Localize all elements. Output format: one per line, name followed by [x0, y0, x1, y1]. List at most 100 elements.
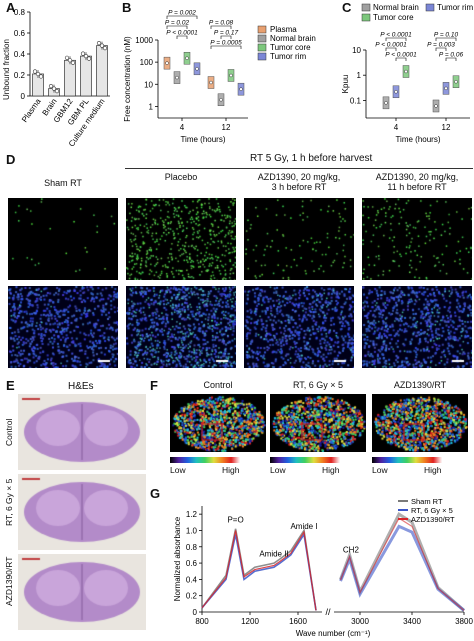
b-legend-label: Tumor rim: [270, 52, 306, 61]
g-xtick-label: 3400: [403, 617, 421, 626]
a-point: [39, 75, 43, 79]
g-ytick-label: 0: [193, 608, 198, 617]
a-bar: [97, 46, 108, 96]
panel-f-heatmap-image: [170, 394, 266, 452]
a-point: [84, 54, 88, 58]
panel-f-colorbar: [270, 457, 340, 463]
panel-f-heatmap-image: [270, 394, 366, 452]
panel-e-section-image: [18, 554, 146, 630]
g-ylabel: Normalized absorbance: [173, 516, 182, 601]
panel-f-heatmap-image: [372, 394, 468, 452]
b-legend-label: Tumor core: [270, 43, 311, 52]
a-ytick-label: 0.6: [14, 29, 26, 38]
panel-e-row-label: RT, 6 Gy × 5: [4, 479, 14, 526]
g-series-line: [202, 535, 316, 611]
panel-f-low-label: Low: [372, 465, 388, 475]
b-pvalue: P = 0.0005: [210, 40, 242, 47]
g-legend-label: Sham RT: [411, 497, 443, 506]
b-legend-swatch: [258, 53, 266, 60]
b-point: [220, 98, 223, 101]
a-ytick-label: 0.4: [14, 50, 26, 59]
c-pvalue: P < 0.0001: [380, 32, 412, 39]
g-series-line: [341, 526, 465, 610]
c-ytick-label: 1: [357, 71, 362, 80]
panel-d-label: D: [6, 152, 15, 167]
panel-f-column-label: AZD1390/RT: [372, 380, 468, 390]
b-ytick-label: 1000: [135, 36, 153, 45]
c-xtick-label: 4: [394, 123, 399, 132]
panel-b-chart: 1101001000Free concentration (nM)4 12Time…: [120, 0, 350, 150]
g-ytick-label: 1.0: [186, 526, 198, 535]
panel-f-low-label: Low: [270, 465, 286, 475]
panel-e-section-image: [18, 394, 146, 470]
c-pvalue: P < 0.0001: [385, 52, 417, 59]
a-point: [68, 59, 72, 63]
panel-d-green-image: [244, 198, 354, 280]
panel-f-low-label: Low: [170, 465, 186, 475]
c-point: [405, 70, 408, 73]
g-xtick-label: 3000: [351, 617, 369, 626]
c-legend-swatch: [362, 4, 370, 11]
panel-d-merged-image: [244, 286, 354, 368]
a-ytick-label: 0: [21, 92, 26, 101]
c-xlabel: Time (hours): [395, 135, 440, 144]
g-annotation: Amide I: [290, 522, 317, 531]
c-point: [455, 80, 458, 83]
panel-e-section-image: [18, 474, 146, 550]
c-legend-label: Tumor rim: [437, 3, 473, 12]
panel-d-green-image: [362, 198, 472, 280]
c-legend-label: Tumor core: [373, 13, 414, 22]
c-ylabel: Kpuu: [341, 75, 350, 94]
b-xtick-label: 4: [180, 123, 185, 132]
b-legend-label: Plasma: [270, 25, 297, 34]
c-point: [445, 87, 448, 90]
b-pvalue: P < 0.0001: [166, 30, 198, 37]
b-legend-swatch: [258, 35, 266, 42]
a-point: [81, 52, 85, 56]
a-bar: [65, 60, 76, 96]
panel-f-column-label: Control: [170, 380, 266, 390]
g-annotation: P=O: [227, 515, 243, 524]
a-point: [97, 41, 101, 45]
g-annotation: CH2: [343, 545, 360, 554]
b-pvalue: P = 0.17: [214, 30, 239, 37]
panel-e-row-label: AZD1390/RT: [4, 557, 14, 606]
b-ytick-label: 1: [149, 102, 154, 111]
c-pvalue: P = 0.10: [434, 32, 459, 39]
g-xtick-label: 1200: [241, 617, 259, 626]
a-point: [103, 46, 107, 50]
a-point: [33, 70, 37, 74]
panel-d-column-label: Placebo: [126, 172, 236, 182]
c-pvalue: P < 0.0001: [375, 42, 407, 49]
panel-d-header-line: [125, 168, 473, 169]
g-ytick-label: 0.2: [186, 592, 198, 601]
c-pvalue: P = 0.003: [427, 42, 455, 49]
g-xtick-label: 3800: [455, 617, 473, 626]
g-ytick-label: 0.4: [186, 575, 198, 584]
panel-f-high-label: High: [322, 465, 339, 475]
panel-f-column-label: RT, 6 Gy × 5: [270, 380, 366, 390]
b-xtick-label: 12: [222, 123, 231, 132]
panel-d-column-label: Sham RT: [8, 178, 118, 188]
g-xtick-label: 1600: [289, 617, 307, 626]
g-xtick-label: 800: [195, 617, 209, 626]
panel-e-row-label: Control: [4, 419, 14, 446]
b-point: [176, 76, 179, 79]
b-point: [240, 88, 243, 91]
panel-f-colorbar: [170, 457, 240, 463]
b-ylabel: Free concentration (nM): [123, 36, 132, 122]
panel-g-chart: //00.20.40.60.81.01.2800 1200 1600 3000 3400…: [150, 486, 474, 641]
a-point: [52, 87, 56, 91]
panel-d-column-label: AZD1390, 20 mg/kg, 3 h before RT: [244, 172, 354, 193]
c-legend-swatch: [362, 14, 370, 21]
g-axis-break: //: [325, 607, 331, 617]
g-ytick-label: 0.8: [186, 543, 198, 552]
panel-d-merged-image: [8, 286, 118, 368]
b-pvalue: P = 0.002: [168, 10, 196, 17]
b-point: [210, 81, 213, 84]
b-point: [166, 62, 169, 65]
a-ytick-label: 0.2: [14, 71, 26, 80]
panel-d-merged-image: [362, 286, 472, 368]
panel-f-label: F: [150, 378, 158, 393]
panel-e-title: H&Es: [68, 381, 94, 392]
